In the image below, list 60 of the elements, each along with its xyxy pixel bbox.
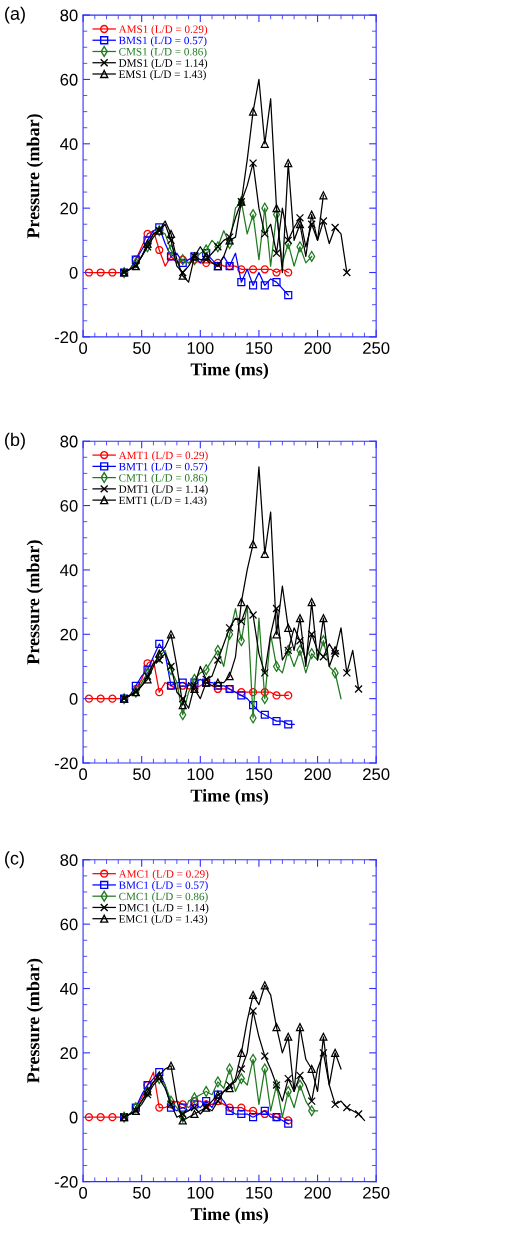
legend-label: EMT1 (L/D = 1.43) <box>118 496 207 507</box>
y-axis-title: Pressure (mbar) <box>26 540 44 665</box>
legend-label: EMS1 (L/D = 1.43) <box>118 70 206 81</box>
y-tick-label: 80 <box>60 435 78 448</box>
legend-label: AMC1 (L/D = 0.29) <box>118 869 209 880</box>
y-tick-label: 40 <box>60 564 78 577</box>
y-axis-title: Pressure (mbar) <box>26 958 44 1083</box>
chart-title: (c) <box>5 851 24 869</box>
legend-label: CMC1 (L/D = 0.86) <box>119 892 208 903</box>
x-tick-label: 250 <box>363 768 390 781</box>
y-tick-label: 60 <box>60 73 78 86</box>
y-tick-label: 0 <box>69 693 78 705</box>
y-tick-label: 60 <box>60 918 78 931</box>
y-tick-label: 0 <box>69 266 78 279</box>
x-tick-label: 50 <box>133 768 151 781</box>
legend-label: AMT1 (L/D = 0.29) <box>118 451 208 462</box>
x-tick-label: 200 <box>304 768 331 781</box>
x-tick-label: 150 <box>246 768 273 781</box>
legend-label: BMC1 (L/D = 0.57) <box>118 881 208 892</box>
y-tick-label: 0 <box>69 1111 78 1124</box>
y-axis-title: Pressure (mbar) <box>26 114 44 239</box>
y-tick-label: 80 <box>60 9 78 22</box>
x-tick-label: 150 <box>246 342 273 354</box>
legend-label: CMT1 (L/D = 0.86) <box>119 473 208 484</box>
y-tick-label: 40 <box>60 138 78 150</box>
x-tick-label: 100 <box>187 768 214 781</box>
y-tick-label: 80 <box>60 854 78 866</box>
x-tick-label: 150 <box>246 1186 273 1199</box>
x-tick-label: 250 <box>363 1186 390 1199</box>
chart-title: (b) <box>5 432 25 450</box>
x-tick-label: 50 <box>133 342 151 354</box>
legend-label: BMS1 (L/D = 0.57) <box>118 36 207 47</box>
x-tick-label: 100 <box>187 1186 214 1199</box>
legend-label: EMC1 (L/D = 1.43) <box>118 914 208 925</box>
x-tick-label: 0 <box>79 768 88 781</box>
x-axis-title: Time (ms) <box>190 1207 269 1224</box>
y-tick-label: -20 <box>54 1175 78 1188</box>
y-tick-label: -20 <box>54 757 78 770</box>
y-tick-label: 40 <box>60 982 78 995</box>
legend-label: DMS1 (L/D = 1.14) <box>118 58 208 69</box>
y-tick-label: 60 <box>60 499 78 512</box>
x-tick-label: 0 <box>79 1186 88 1199</box>
x-tick-label: 100 <box>187 342 214 354</box>
y-tick-label: 20 <box>60 628 78 641</box>
legend-label: DMC1 (L/D = 1.14) <box>118 903 209 914</box>
x-axis-title: Time (ms) <box>190 788 269 806</box>
legend-label: CMS1 (L/D = 0.86) <box>119 47 207 58</box>
y-tick-label: 20 <box>60 1047 78 1060</box>
legend-label: BMT1 (L/D = 0.57) <box>118 462 208 473</box>
x-axis-title: Time (ms) <box>190 362 269 380</box>
x-tick-label: 50 <box>133 1186 151 1199</box>
x-tick-label: 200 <box>304 342 331 354</box>
x-tick-label: 250 <box>363 342 390 354</box>
y-tick-label: -20 <box>54 331 78 344</box>
legend-label: DMT1 (L/D = 1.14) <box>118 485 208 496</box>
x-tick-label: 0 <box>79 342 88 354</box>
legend-label: AMS1 (L/D = 0.29) <box>118 25 208 36</box>
chart-title: (a) <box>5 6 25 24</box>
x-tick-label: 200 <box>304 1186 331 1199</box>
y-tick-label: 20 <box>60 202 78 215</box>
